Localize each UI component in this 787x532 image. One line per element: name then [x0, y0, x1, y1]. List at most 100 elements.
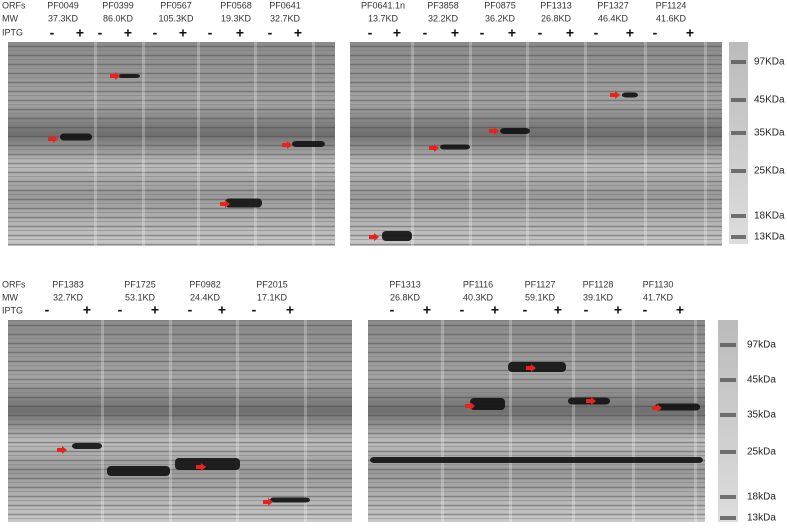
protein-band	[60, 133, 92, 141]
orf-label: PF0399	[102, 0, 134, 10]
lane-gap	[704, 42, 707, 246]
marker-label: 45kDa	[747, 375, 776, 386]
mw-label: 39.1KD	[583, 292, 614, 302]
orf-label: PF1313	[389, 279, 421, 289]
orf-label: PF1128	[583, 279, 614, 289]
marker-label: 25KDa	[754, 166, 785, 177]
mw-label: 26.8KD	[390, 292, 421, 302]
marker-band	[720, 378, 736, 382]
iptg-sign: -	[653, 25, 658, 41]
iptg-sign: +	[554, 302, 562, 318]
protein-band	[118, 74, 140, 78]
orf-label: PF0568	[220, 0, 252, 10]
lane-gap	[572, 320, 575, 522]
marker-band	[731, 214, 746, 218]
iptg-sign: +	[124, 25, 132, 41]
mw-label: 40.3KD	[463, 292, 494, 302]
iptg-sign: +	[286, 302, 294, 318]
iptg-sign: -	[98, 25, 103, 41]
iptg-sign: -	[538, 25, 543, 41]
red-arrow	[196, 463, 206, 471]
marker-band	[731, 98, 746, 102]
lane-gap	[197, 42, 200, 246]
iptg-sign: +	[393, 25, 401, 41]
iptg-sign: +	[566, 25, 574, 41]
orf-label: PF0641	[269, 0, 301, 10]
iptg-sign: -	[368, 25, 373, 41]
red-arrow	[110, 72, 120, 80]
mw-label: 41.7KD	[643, 292, 674, 302]
orf-label: PF0049	[47, 0, 79, 10]
mw-label: 37.3KD	[48, 13, 79, 23]
gel-bands	[350, 42, 722, 246]
red-arrow	[369, 233, 379, 241]
orf-label: PF1124	[656, 0, 687, 10]
iptg-sign: +	[626, 25, 634, 41]
protein-band	[655, 403, 700, 411]
orf-label: PF1383	[52, 279, 84, 289]
lane-gap	[509, 320, 512, 522]
iptg-sign: +	[508, 25, 516, 41]
protein-band	[292, 141, 325, 147]
orf-label: PF1327	[597, 0, 629, 10]
orf-label: PF1313	[540, 0, 572, 10]
orf-label: PF1130	[643, 279, 674, 289]
red-arrow	[489, 127, 499, 135]
iptg-sign: -	[118, 302, 123, 318]
red-arrow	[586, 397, 596, 405]
mw-label: 32.7KD	[53, 292, 84, 302]
iptg-sign: +	[451, 25, 459, 41]
gel-bands	[8, 320, 352, 522]
iptg-sign: +	[614, 302, 622, 318]
row-label: MW	[2, 13, 18, 23]
red-arrow	[48, 135, 58, 143]
red-arrow	[263, 498, 273, 506]
marker-band	[720, 516, 736, 520]
row-label: IPTG	[2, 305, 23, 315]
mw-label: 41.6KD	[656, 13, 687, 23]
mw-label: 86.0KD	[103, 13, 134, 23]
marker-label: 18kDa	[747, 492, 776, 503]
row-label: ORFs	[2, 279, 26, 289]
red-arrow	[610, 91, 620, 99]
orf-label: PF1725	[124, 279, 156, 289]
marker-gel	[729, 42, 748, 244]
mw-label: 32.2KD	[428, 13, 459, 23]
protein-band	[270, 497, 310, 503]
marker-label: 25kDa	[747, 447, 776, 458]
mw-label: 17.1KD	[257, 292, 288, 302]
marker-band	[731, 235, 746, 239]
lane-gap	[304, 320, 307, 522]
protein-band	[382, 231, 412, 241]
mw-label: 13.7KD	[368, 13, 399, 23]
lane-gap	[441, 320, 444, 522]
iptg-sign: -	[643, 302, 648, 318]
mw-label: 36.2KD	[485, 13, 516, 23]
marker-label: 35KDa	[754, 128, 785, 139]
iptg-sign: -	[45, 302, 50, 318]
red-arrow	[465, 402, 475, 410]
marker-label: 13kDa	[747, 513, 776, 524]
marker-band	[720, 495, 736, 499]
marker-label: 13KDa	[754, 232, 785, 243]
mw-label: 26.8KD	[541, 13, 572, 23]
iptg-sign: -	[423, 25, 428, 41]
orf-label: PF1116	[463, 279, 493, 289]
lane-gap	[584, 42, 587, 246]
orf-label: PF0982	[189, 279, 221, 289]
marker-label: 18KDa	[754, 211, 785, 222]
lane-gap	[632, 320, 635, 522]
marker-band	[720, 413, 736, 417]
marker-band	[720, 450, 736, 454]
lane-gap	[101, 320, 104, 522]
gel-bands	[8, 42, 335, 246]
iptg-sign: +	[179, 25, 187, 41]
marker-label: 97KDa	[754, 57, 785, 68]
mw-label: 46.4KD	[598, 13, 629, 23]
marker-label: 97kDa	[747, 340, 776, 351]
mw-label: 19.3KD	[221, 13, 252, 23]
iptg-sign: -	[268, 25, 273, 41]
orf-label: PF1127	[525, 279, 556, 289]
iptg-sign: +	[218, 302, 226, 318]
